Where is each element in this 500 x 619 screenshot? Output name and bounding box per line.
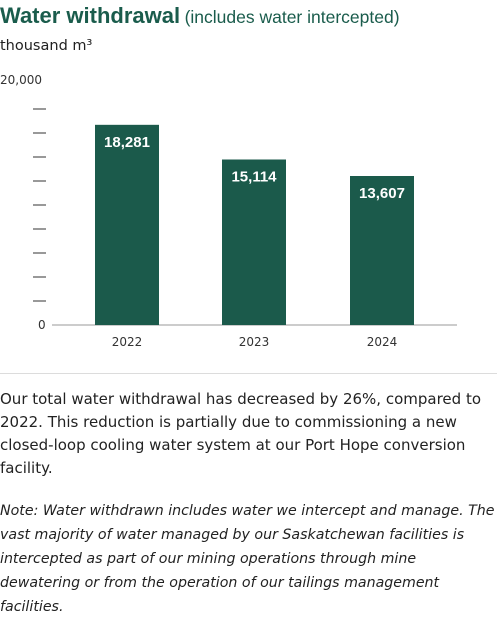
x-tick-label: 2024 (367, 335, 398, 349)
x-tick-label: 2023 (239, 335, 270, 349)
y-tick-label-zero: 0 (38, 318, 46, 332)
bar-value-label: 13,607 (359, 185, 405, 202)
summary-paragraph: Our total water withdrawal has decreased… (0, 390, 481, 477)
chart-title-sub: (includes water intercepted) (184, 7, 400, 27)
bar-value-label: 18,281 (104, 134, 150, 151)
x-tick-label: 2022 (112, 335, 143, 349)
note-paragraph: Note: Water withdrawn includes water we … (0, 503, 495, 615)
chart-title-main: Water withdrawal (0, 3, 181, 28)
section-divider (0, 373, 497, 374)
chart-title: Water withdrawal (includes water interce… (0, 3, 400, 29)
y-tick-label-max: 20,000 (0, 73, 42, 87)
bar-2022 (95, 124, 159, 325)
bar-chart: 20,000 0 18,281 2022 15,114 2023 13,607 2024 (0, 73, 457, 349)
bar-2024 (350, 176, 414, 325)
bar-value-label: 15,114 (231, 169, 277, 186)
bar-2023 (222, 159, 286, 325)
unit-label: thousand m³ (0, 38, 93, 54)
